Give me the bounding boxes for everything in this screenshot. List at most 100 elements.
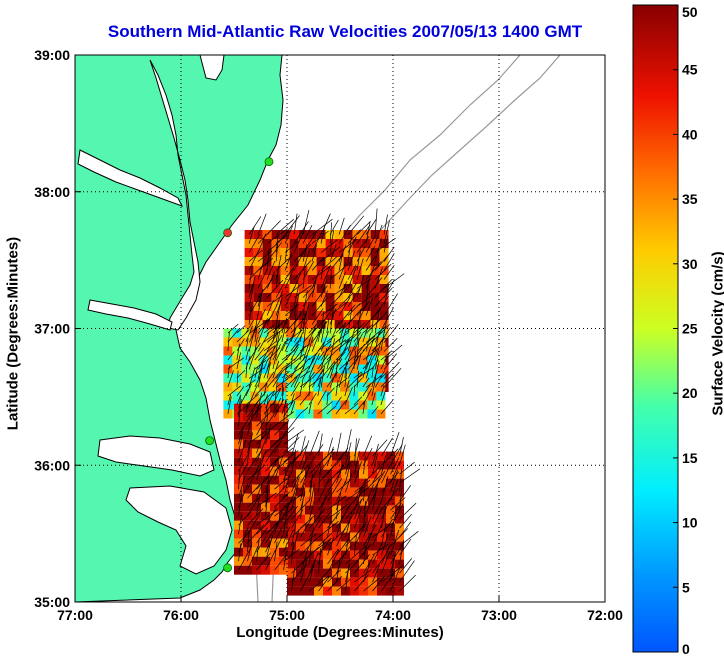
velocity-vector [380, 371, 389, 379]
velocity-vector [227, 357, 245, 370]
velocity-vector [354, 574, 369, 592]
velocity-vector [284, 329, 303, 343]
velocity-vector [318, 451, 335, 475]
colorbar-label: Surface Velocity (cm/s) [709, 251, 724, 416]
velocity-vector [283, 454, 300, 472]
x-tick-label: 72:00 [587, 607, 623, 623]
velocity-vector [311, 308, 324, 325]
velocity-vector [362, 377, 370, 388]
velocity-vector [363, 435, 373, 457]
velocity-vector [371, 369, 378, 388]
velocity-vector [248, 216, 262, 235]
velocity-vector [344, 368, 348, 388]
velocity-vector [336, 492, 342, 511]
velocity-vector [374, 295, 389, 316]
velocity-vector [399, 485, 411, 502]
velocity-vector [320, 226, 325, 244]
velocity-vector [274, 554, 287, 571]
pamlico-sound [125, 485, 233, 575]
colorbar-tick-label: 0 [682, 641, 690, 657]
velocity-vector [309, 527, 315, 547]
velocity-vector [263, 363, 271, 379]
velocity-vector [275, 297, 283, 316]
velocity-vector [274, 482, 289, 499]
velocity-vector [335, 399, 347, 415]
velocity-vector [383, 367, 402, 388]
velocity-vector [345, 464, 351, 484]
velocity-vector [300, 546, 309, 574]
velocity-vector [338, 224, 351, 244]
velocity-vector [390, 545, 403, 565]
velocity-vector [274, 458, 289, 472]
velocity-vector [363, 456, 366, 475]
velocity-vector [293, 231, 305, 253]
velocity-vector [354, 450, 360, 475]
velocity-vector [254, 324, 258, 343]
velocity-vector [248, 326, 256, 352]
velocity-vector [308, 336, 314, 352]
velocity-vector [291, 474, 300, 493]
velocity-vector [374, 350, 380, 370]
velocity-vector [299, 357, 310, 370]
velocity-vector [335, 379, 339, 397]
velocity-vector [390, 529, 400, 556]
velocity-vector [247, 496, 260, 517]
velocity-vector [238, 431, 244, 454]
velocity-vector [329, 283, 351, 298]
velocity-vector [354, 438, 357, 466]
velocity-vector [256, 509, 278, 526]
velocity-vector [320, 258, 325, 280]
radar-sites [205, 157, 274, 573]
velocity-vector [380, 373, 394, 388]
velocity-vector [344, 361, 347, 379]
velocity-vector [293, 221, 309, 244]
velocity-vector [274, 476, 289, 490]
velocity-vector [329, 310, 334, 334]
velocity-vector [344, 334, 355, 343]
velocity-vector [284, 225, 293, 244]
velocity-vector [380, 351, 391, 370]
velocity-vector [275, 315, 278, 334]
velocity-vector [327, 437, 333, 457]
velocity-vector [274, 541, 278, 562]
velocity-vector [293, 244, 312, 262]
velocity-vector [302, 249, 310, 271]
velocity-vector [336, 500, 339, 520]
velocity-vector [257, 257, 274, 271]
velocity-vector [399, 502, 417, 520]
velocity-vector [274, 420, 289, 436]
velocity-vector [311, 359, 330, 379]
velocity-vector [317, 369, 325, 379]
velocity-vector [275, 362, 291, 379]
velocity-vector [275, 266, 280, 289]
velocity-vector [372, 499, 383, 520]
y-tick-label: 39:00 [34, 47, 70, 63]
velocity-vector [300, 466, 311, 484]
velocity-vector [299, 407, 309, 415]
velocity-vector [272, 397, 282, 415]
velocity-vector [390, 559, 395, 583]
velocity-vector [336, 538, 350, 556]
velocity-vector [381, 572, 395, 592]
velocity-vector [327, 452, 345, 475]
velocity-vector [354, 506, 363, 529]
velocity-vector [365, 277, 383, 298]
velocity-vector [311, 218, 333, 235]
velocity-vector [293, 355, 308, 370]
velocity-vector [275, 280, 287, 298]
velocity-vector [374, 331, 380, 352]
velocity-vector [347, 349, 365, 370]
velocity-vector [247, 513, 261, 535]
velocity-vector [257, 233, 267, 253]
y-tick-label: 35:00 [34, 594, 70, 610]
velocity-vector [356, 224, 371, 244]
velocity-vector [320, 213, 331, 235]
velocity-vector [283, 413, 301, 436]
velocity-vector [257, 308, 266, 325]
velocity-vector [380, 385, 385, 397]
velocity-vector [326, 367, 333, 379]
velocity-vector [372, 466, 383, 484]
velocity-vector [345, 530, 351, 556]
velocity-vector [265, 444, 278, 463]
velocity-vector [327, 575, 343, 592]
